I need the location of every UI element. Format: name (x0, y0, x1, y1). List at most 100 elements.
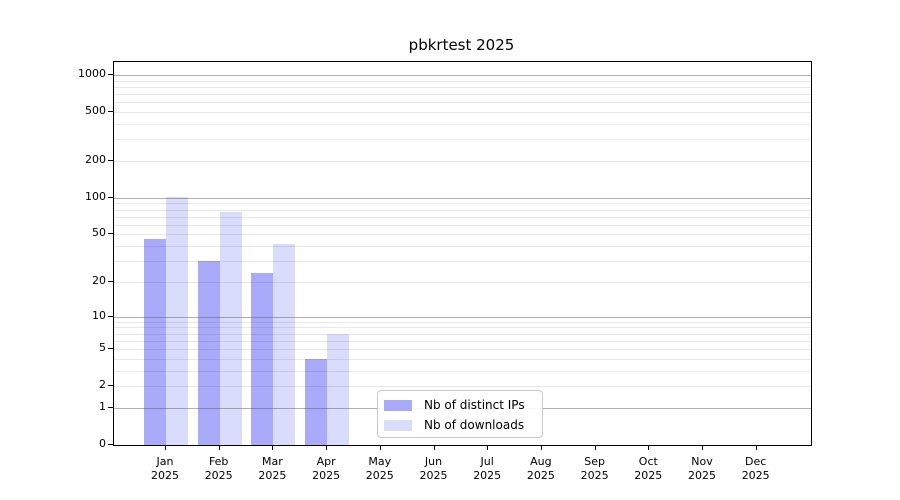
year-label: 2025 (312, 468, 341, 482)
y-tick (108, 385, 113, 387)
gridline-minor (114, 102, 811, 104)
y-tick (108, 315, 113, 317)
month-label: Sep (584, 455, 605, 468)
x-tick-label: Feb 2025 (189, 455, 249, 482)
bar-distinct-ips-Jan (144, 238, 166, 445)
gridline-minor (114, 224, 811, 226)
bar-distinct-ips-Feb (197, 261, 220, 445)
y-tick (108, 444, 113, 445)
y-tick-label: 2 (99, 378, 106, 392)
x-tick (218, 445, 220, 450)
bar-downloads-Apr (327, 333, 350, 445)
bar-distinct-ips-Mar (251, 272, 274, 445)
x-tick-label: Sep 2025 (565, 455, 625, 482)
year-label: 2025 (526, 468, 555, 482)
y-tick (108, 348, 113, 350)
month-label: May (368, 455, 392, 468)
legend-label-downloads: Nb of downloads (424, 418, 525, 432)
x-tick (165, 445, 166, 450)
gridline-minor (114, 234, 811, 236)
gridline-minor (114, 216, 811, 218)
legend: Nb of distinct IPs Nb of downloads (377, 390, 543, 438)
x-tick-label: Jun 2025 (404, 455, 464, 482)
year-label: 2025 (580, 468, 609, 482)
gridline-minor (114, 161, 811, 163)
y-tick-label: 0 (99, 437, 106, 450)
month-label: Jun (424, 455, 443, 468)
month-label: Feb (208, 455, 229, 468)
x-tick-label: Oct 2025 (618, 455, 678, 482)
x-tick-label: Nov 2025 (672, 455, 732, 482)
chart-title: pbkrtest 2025 (408, 36, 515, 54)
x-tick (755, 445, 757, 450)
x-tick (702, 445, 703, 450)
y-tick-label: 100 (85, 189, 106, 203)
gridline-minor (114, 203, 811, 205)
gridline-minor (114, 80, 811, 82)
year-label: 2025 (419, 468, 448, 482)
x-tick-label: Aug 2025 (511, 455, 571, 482)
x-tick (648, 445, 650, 450)
y-tick-label: 200 (85, 153, 106, 167)
month-label: Jul (480, 455, 494, 468)
gridline-minor (114, 139, 811, 141)
x-tick (272, 445, 274, 450)
month-label: Oct (638, 455, 658, 468)
month-label: Aug (530, 455, 552, 468)
x-tick (326, 445, 328, 450)
y-tick (108, 196, 113, 198)
legend-swatch-distinct-ips (384, 399, 412, 411)
gridline-minor (114, 209, 811, 211)
year-label: 2025 (151, 468, 179, 482)
y-tick-label: 500 (85, 104, 106, 118)
y-tick (108, 160, 113, 162)
gridline-major (114, 197, 811, 199)
bar-distinct-ips-Apr (305, 358, 328, 445)
y-tick-label: 5 (99, 341, 106, 355)
x-tick-label: Jan 2025 (135, 455, 195, 482)
year-label: 2025 (365, 468, 394, 482)
gridline-minor (114, 94, 811, 96)
x-tick-label: Dec 2025 (726, 455, 786, 482)
gridline-minor (114, 112, 811, 114)
year-label: 2025 (204, 468, 233, 482)
y-tick (108, 74, 113, 76)
x-tick (540, 445, 542, 450)
x-tick-label: Jul 2025 (457, 455, 517, 482)
y-tick-label: 1 (99, 399, 106, 413)
bar-downloads-Mar (273, 243, 296, 445)
x-tick (433, 445, 435, 450)
year-label: 2025 (741, 468, 770, 482)
gridline-minor (114, 246, 811, 248)
x-tick (594, 445, 596, 450)
month-label: Dec (745, 455, 767, 468)
month-label: Jan (156, 455, 174, 468)
gridline-minor (114, 124, 811, 126)
gridline-minor (114, 86, 811, 88)
legend-label-distinct-ips: Nb of distinct IPs (424, 398, 525, 412)
bar-downloads-Jan (166, 197, 188, 445)
y-tick (108, 111, 113, 113)
month-label: Nov (691, 455, 713, 468)
y-tick-label: 1000 (78, 67, 106, 81)
year-label: 2025 (258, 468, 287, 482)
y-tick-label: 10 (92, 308, 106, 322)
x-tick-label: Mar 2025 (242, 455, 302, 482)
x-tick (379, 445, 381, 450)
month-label: Apr (316, 455, 336, 468)
gridline-major (114, 75, 811, 77)
legend-swatch-downloads (384, 419, 412, 431)
x-tick-label: May 2025 (350, 455, 410, 482)
x-tick (487, 445, 489, 450)
y-tick (108, 406, 113, 408)
year-label: 2025 (473, 468, 502, 482)
legend-item-downloads: Nb of downloads (384, 415, 542, 435)
plot-area (113, 61, 812, 446)
x-tick-label: Apr 2025 (296, 455, 356, 482)
y-tick-label: 20 (92, 273, 106, 287)
bar-downloads-Feb (219, 212, 242, 445)
y-tick (108, 280, 113, 282)
y-tick-label: 50 (92, 226, 106, 240)
year-label: 2025 (688, 468, 716, 482)
